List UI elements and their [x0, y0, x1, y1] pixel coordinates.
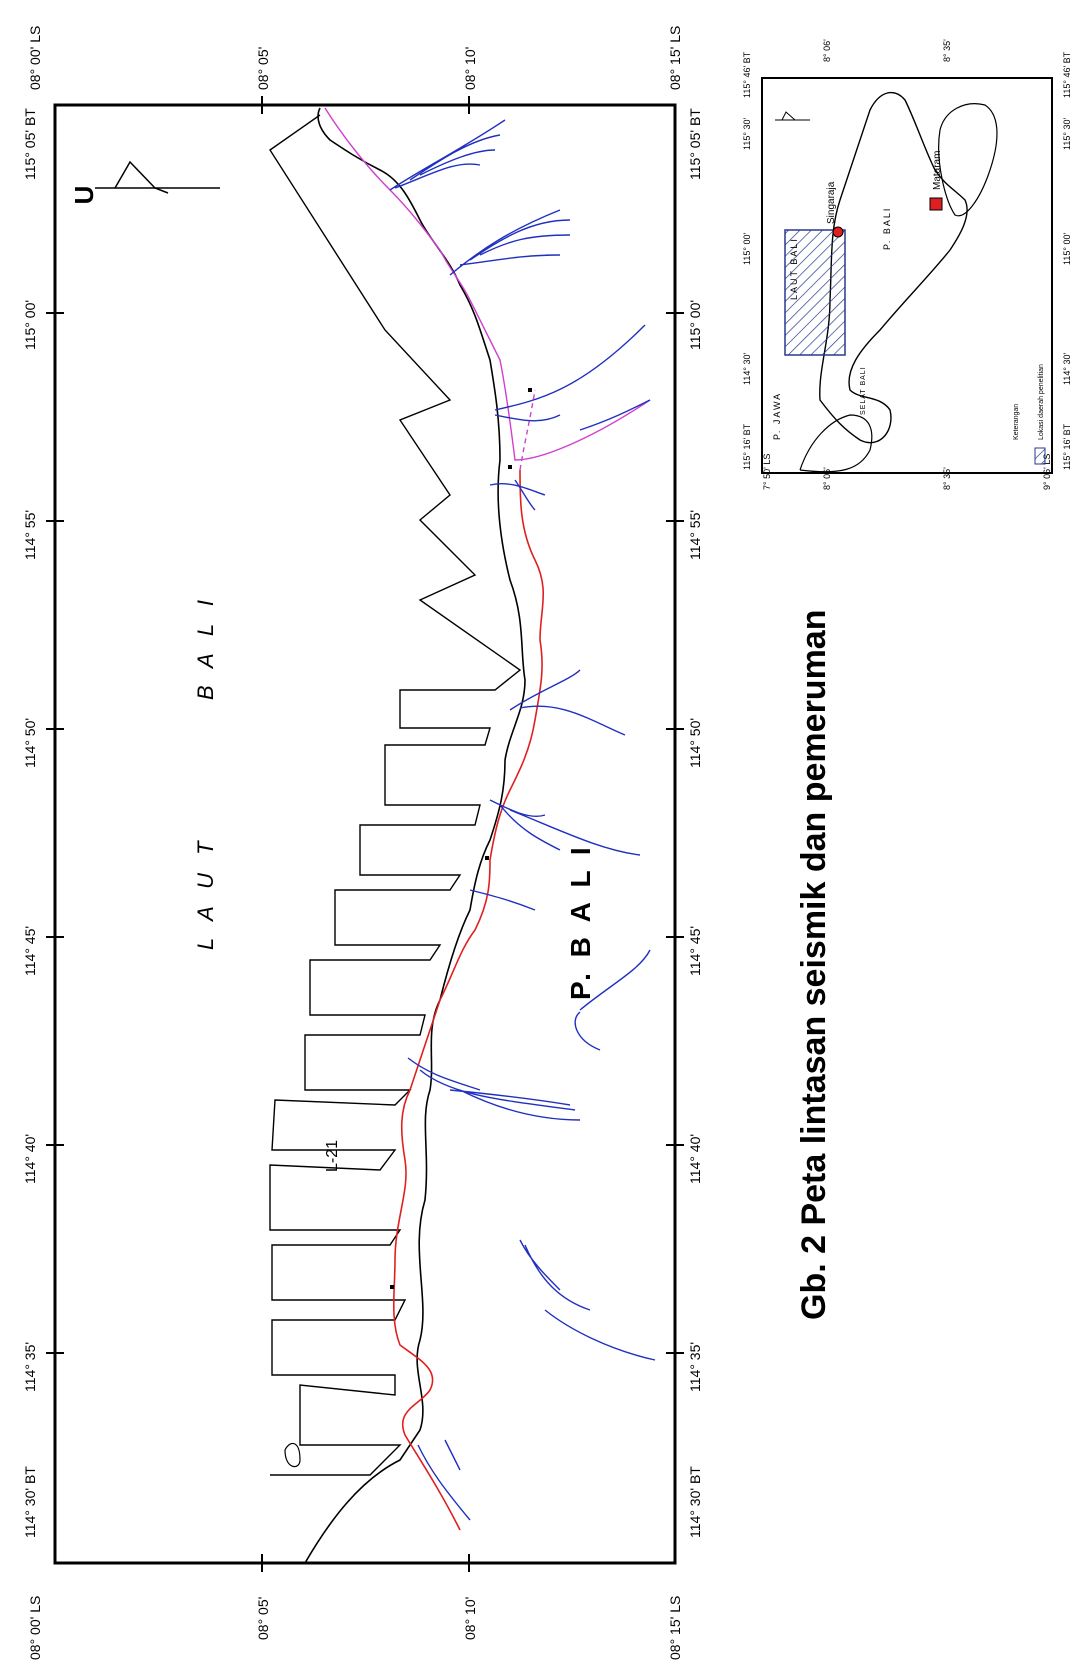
lon-label-left-2: 114° 40' [22, 1134, 38, 1184]
lon-label-right-top: 115° 05' BT [687, 108, 703, 180]
figure-caption: Gb. 2 Peta lintasan seismik dan pemeruma… [795, 610, 833, 1320]
inset-bali-label: P. BALI [882, 207, 892, 250]
inset-lon-right-5: 115° 46' BT [1062, 51, 1072, 98]
inset-lon-label-4: 115° 30' [742, 118, 752, 150]
lon-label-left-bottom: 114° 30' BT [22, 1466, 38, 1538]
lon-label-left-4: 114° 50' [22, 718, 38, 768]
inset-singaraja-label: Singaraja [826, 181, 837, 224]
coastline [304, 107, 526, 1564]
inset-lon-right-3: 115° 00' [1062, 233, 1072, 265]
lat-ticks [261, 96, 470, 1572]
lon-label-right-bottom: 114° 30' BT [687, 1466, 703, 1538]
lon-label-left-5: 114° 55' [22, 510, 38, 560]
inset-lat-top-1: 8° 06' [822, 39, 832, 62]
inset-frame [761, 77, 1053, 474]
lon-label-left-6: 115° 00' [22, 300, 38, 350]
inset-lon-label-2: 114° 30' [742, 353, 752, 385]
inset-mataram-marker [929, 197, 943, 211]
island-label: P. B A L I [565, 843, 596, 1000]
inset-corner-a: 7° 50' LS [762, 454, 772, 490]
inset-corner-b: 9° 06' LS [1042, 454, 1052, 490]
line-label: L-21 [324, 1140, 341, 1172]
inset-java-outline [799, 414, 873, 473]
lat-label-bottom-2: 08° 10' [462, 1597, 478, 1640]
corner-label-bottom-right: 08° 15' LS [667, 1596, 683, 1660]
survey-track [269, 114, 522, 1476]
lon-label-left-1: 114° 35' [22, 1342, 38, 1392]
inset-lon-label-5: 115° 46' BT [742, 51, 752, 98]
lon-label-right-1: 114° 35' [687, 1342, 703, 1392]
corner-label-top-right: 08° 15' LS [667, 26, 683, 90]
inset-lat-top-2: 8° 35' [942, 39, 952, 62]
lat-label-top-2: 08° 10' [462, 47, 478, 90]
inset-legend-title: Keterangan [1013, 404, 1020, 440]
inset-study-area [784, 229, 846, 356]
sea-label-laut: L A U T [193, 835, 218, 950]
inset-nusa-outline [938, 103, 998, 217]
lon-label-right-4: 114° 50' [687, 718, 703, 768]
inset-lon-right-1: 115° 16' BT [1062, 423, 1072, 470]
lon-label-right-2: 114° 40' [687, 1134, 703, 1184]
inset-mataram-label: Mataram [932, 151, 943, 190]
main-map-frame [53, 103, 677, 1565]
inset-laut-label: LAUT BALI [789, 237, 799, 300]
inland-road-dashed [519, 389, 536, 471]
sea-label-bali: B A L I [193, 594, 218, 700]
inset-lon-right-4: 115° 30' [1062, 118, 1072, 150]
north-arrow: U [69, 160, 220, 205]
north-label: U [69, 186, 99, 205]
main-map: 08° 00' LS 08° 05' 08° 10' 08° 15' LS 08… [22, 26, 703, 1660]
corner-label-top-left: 08° 00' LS [27, 26, 43, 90]
inset-singaraja-marker [832, 226, 844, 238]
lat-label-bottom-1: 08° 05' [255, 1597, 271, 1640]
station-markers [390, 388, 532, 1289]
rivers [389, 119, 656, 1521]
inset-lon-label-1: 115° 16' BT [742, 423, 752, 470]
lon-label-left-3: 114° 45' [22, 926, 38, 976]
inland-road [324, 107, 651, 461]
lon-label-right-5: 114° 55' [687, 510, 703, 560]
lat-label-top-1: 08° 05' [255, 47, 271, 90]
inset-lon-right-2: 114° 30' [1062, 353, 1072, 385]
inset-jawa-label: P. JAWA [772, 392, 782, 440]
inset-legend-item: Lokasi daerah penelitian [1038, 364, 1045, 440]
lon-label-right-3: 114° 45' [687, 926, 703, 976]
inset-bali-outline [819, 91, 968, 444]
coastal-road [392, 469, 545, 1531]
small-island [284, 1442, 301, 1468]
inset-map: 115° 16' BT 114° 30' 115° 00' 115° 30' 1… [742, 39, 1072, 490]
lon-ticks [46, 312, 684, 1354]
lon-label-right-6: 115° 00' [687, 300, 703, 350]
inset-lat-1: 8° 06' [822, 467, 832, 490]
lon-label-left-top: 115° 05' BT [22, 108, 38, 180]
inset-lon-label-3: 115° 00' [742, 233, 752, 265]
inset-selat-label: SELAT BALI [860, 366, 867, 415]
inset-legend-swatch [1034, 447, 1046, 465]
inset-north-arrow [775, 111, 810, 121]
corner-label-bottom-left: 08° 00' LS [27, 1596, 43, 1660]
inset-lat-2: 8° 35' [942, 467, 952, 490]
